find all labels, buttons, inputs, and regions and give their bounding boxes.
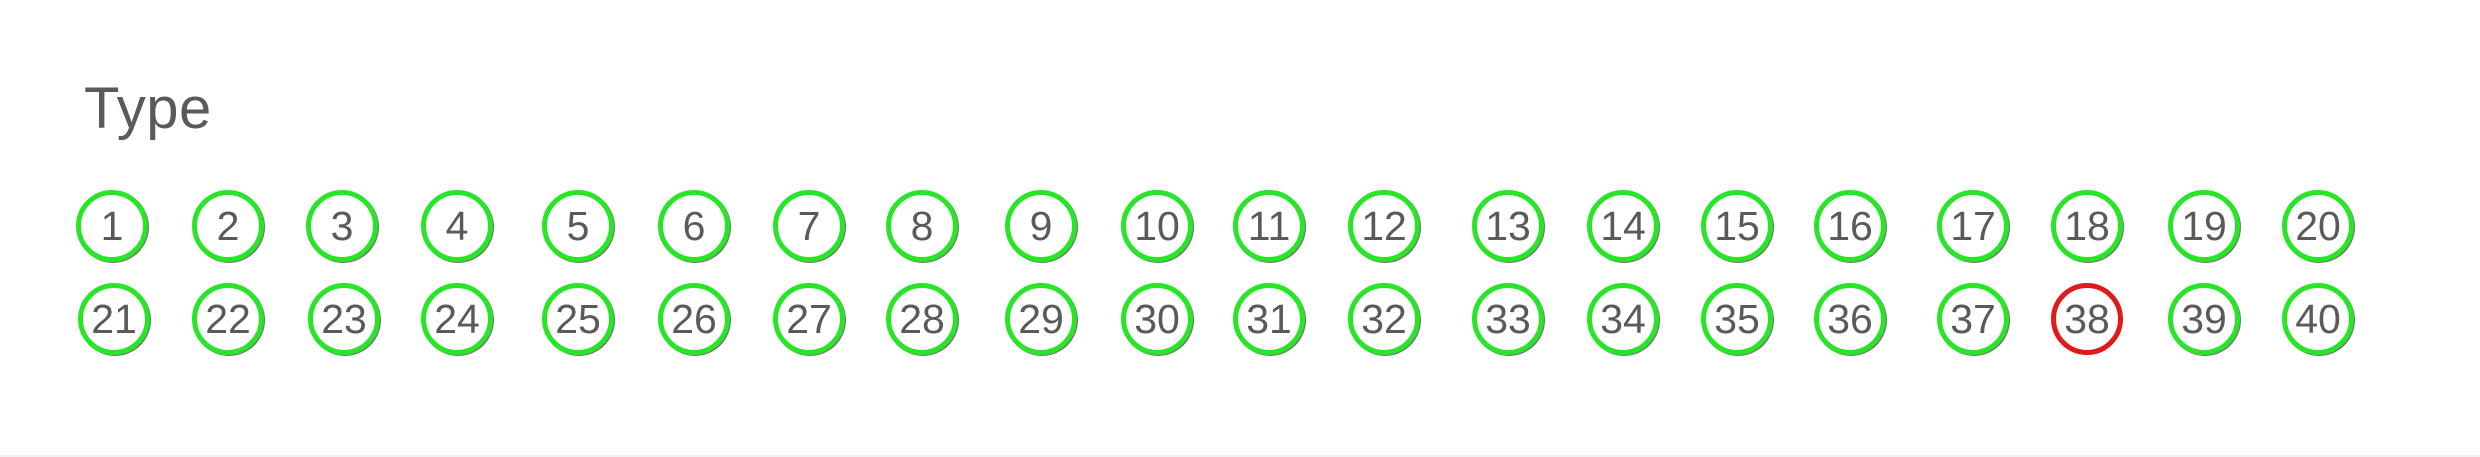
question-circle-40[interactable]: 40 — [2282, 283, 2354, 355]
question-number: 26 — [671, 295, 717, 342]
question-number: 18 — [2064, 202, 2110, 249]
question-number: 10 — [1134, 202, 1180, 249]
question-number: 21 — [91, 295, 137, 342]
section-title: Type — [84, 76, 212, 141]
question-circle-27[interactable]: 27 — [773, 283, 845, 355]
question-circle-31[interactable]: 31 — [1233, 283, 1305, 355]
question-row-2: 21 22 23 24 25 26 27 28 29 30 31 32 33 3… — [0, 283, 2480, 363]
question-number: 32 — [1361, 295, 1407, 342]
question-circle-15[interactable]: 15 — [1701, 190, 1773, 262]
question-number: 31 — [1246, 295, 1292, 342]
question-circle-20[interactable]: 20 — [2282, 190, 2354, 262]
question-number: 8 — [910, 202, 934, 249]
question-number: 24 — [434, 295, 480, 342]
question-number: 14 — [1600, 202, 1646, 249]
question-circle-30[interactable]: 30 — [1121, 283, 1193, 355]
question-circle-35[interactable]: 35 — [1701, 283, 1773, 355]
question-number: 35 — [1714, 295, 1760, 342]
question-circle-23[interactable]: 23 — [308, 283, 380, 355]
question-number: 29 — [1018, 295, 1064, 342]
question-number: 36 — [1827, 295, 1873, 342]
question-number: 11 — [1247, 202, 1291, 249]
question-circle-11[interactable]: 11 — [1233, 190, 1305, 262]
question-circle-19[interactable]: 19 — [2168, 190, 2240, 262]
question-number: 23 — [321, 295, 367, 342]
question-circle-22[interactable]: 22 — [192, 283, 264, 355]
question-circle-10[interactable]: 10 — [1121, 190, 1193, 262]
question-number: 2 — [216, 202, 240, 249]
question-number: 4 — [445, 202, 469, 249]
question-circle-13[interactable]: 13 — [1472, 190, 1544, 262]
question-number: 7 — [797, 202, 821, 249]
question-number: 20 — [2295, 202, 2341, 249]
question-circle-6[interactable]: 6 — [658, 190, 730, 262]
question-number: 17 — [1950, 202, 1996, 249]
question-number: 13 — [1485, 202, 1531, 249]
question-number: 39 — [2181, 295, 2227, 342]
question-circle-16[interactable]: 16 — [1814, 190, 1886, 262]
question-circle-12[interactable]: 12 — [1348, 190, 1420, 262]
question-circle-36[interactable]: 36 — [1814, 283, 1886, 355]
question-circle-29[interactable]: 29 — [1005, 283, 1077, 355]
question-circle-24[interactable]: 24 — [421, 283, 493, 355]
question-circle-9[interactable]: 9 — [1005, 190, 1077, 262]
question-number: 27 — [786, 295, 832, 342]
question-circle-33[interactable]: 33 — [1472, 283, 1544, 355]
question-number: 19 — [2181, 202, 2227, 249]
question-number: 22 — [205, 295, 251, 342]
question-number: 34 — [1600, 295, 1646, 342]
question-circle-18[interactable]: 18 — [2051, 190, 2123, 262]
question-circle-21[interactable]: 21 — [78, 283, 150, 355]
question-circle-34[interactable]: 34 — [1587, 283, 1659, 355]
bottom-divider — [0, 455, 2480, 457]
question-circle-7[interactable]: 7 — [773, 190, 845, 262]
question-number: 6 — [682, 202, 706, 249]
question-number: 3 — [330, 202, 354, 249]
question-circle-5[interactable]: 5 — [542, 190, 614, 262]
question-circle-2[interactable]: 2 — [192, 190, 264, 262]
question-circle-3[interactable]: 3 — [306, 190, 378, 262]
question-number: 15 — [1714, 202, 1760, 249]
question-number: 38 — [2064, 295, 2110, 342]
question-number: 40 — [2295, 295, 2341, 342]
question-circle-39[interactable]: 39 — [2168, 283, 2240, 355]
question-circle-38[interactable]: 38 — [2051, 283, 2123, 355]
question-circle-4[interactable]: 4 — [421, 190, 493, 262]
question-number: 25 — [555, 295, 601, 342]
question-circle-14[interactable]: 14 — [1587, 190, 1659, 262]
question-circle-25[interactable]: 25 — [542, 283, 614, 355]
question-number: 9 — [1029, 202, 1053, 249]
question-number: 33 — [1485, 295, 1531, 342]
question-number: 16 — [1827, 202, 1873, 249]
question-circle-8[interactable]: 8 — [886, 190, 958, 262]
question-circle-1[interactable]: 1 — [76, 190, 148, 262]
question-circle-37[interactable]: 37 — [1937, 283, 2009, 355]
question-number: 5 — [566, 202, 590, 249]
question-number: 30 — [1134, 295, 1180, 342]
question-circle-26[interactable]: 26 — [658, 283, 730, 355]
question-number: 12 — [1361, 202, 1407, 249]
question-number: 37 — [1950, 295, 1996, 342]
question-number: 1 — [100, 202, 124, 249]
question-circle-28[interactable]: 28 — [886, 283, 958, 355]
question-circle-32[interactable]: 32 — [1348, 283, 1420, 355]
question-row-1: 1 2 3 4 5 6 7 8 9 10 11 12 13 14 15 16 1… — [0, 190, 2480, 270]
question-circle-17[interactable]: 17 — [1937, 190, 2009, 262]
question-number: 28 — [899, 295, 945, 342]
